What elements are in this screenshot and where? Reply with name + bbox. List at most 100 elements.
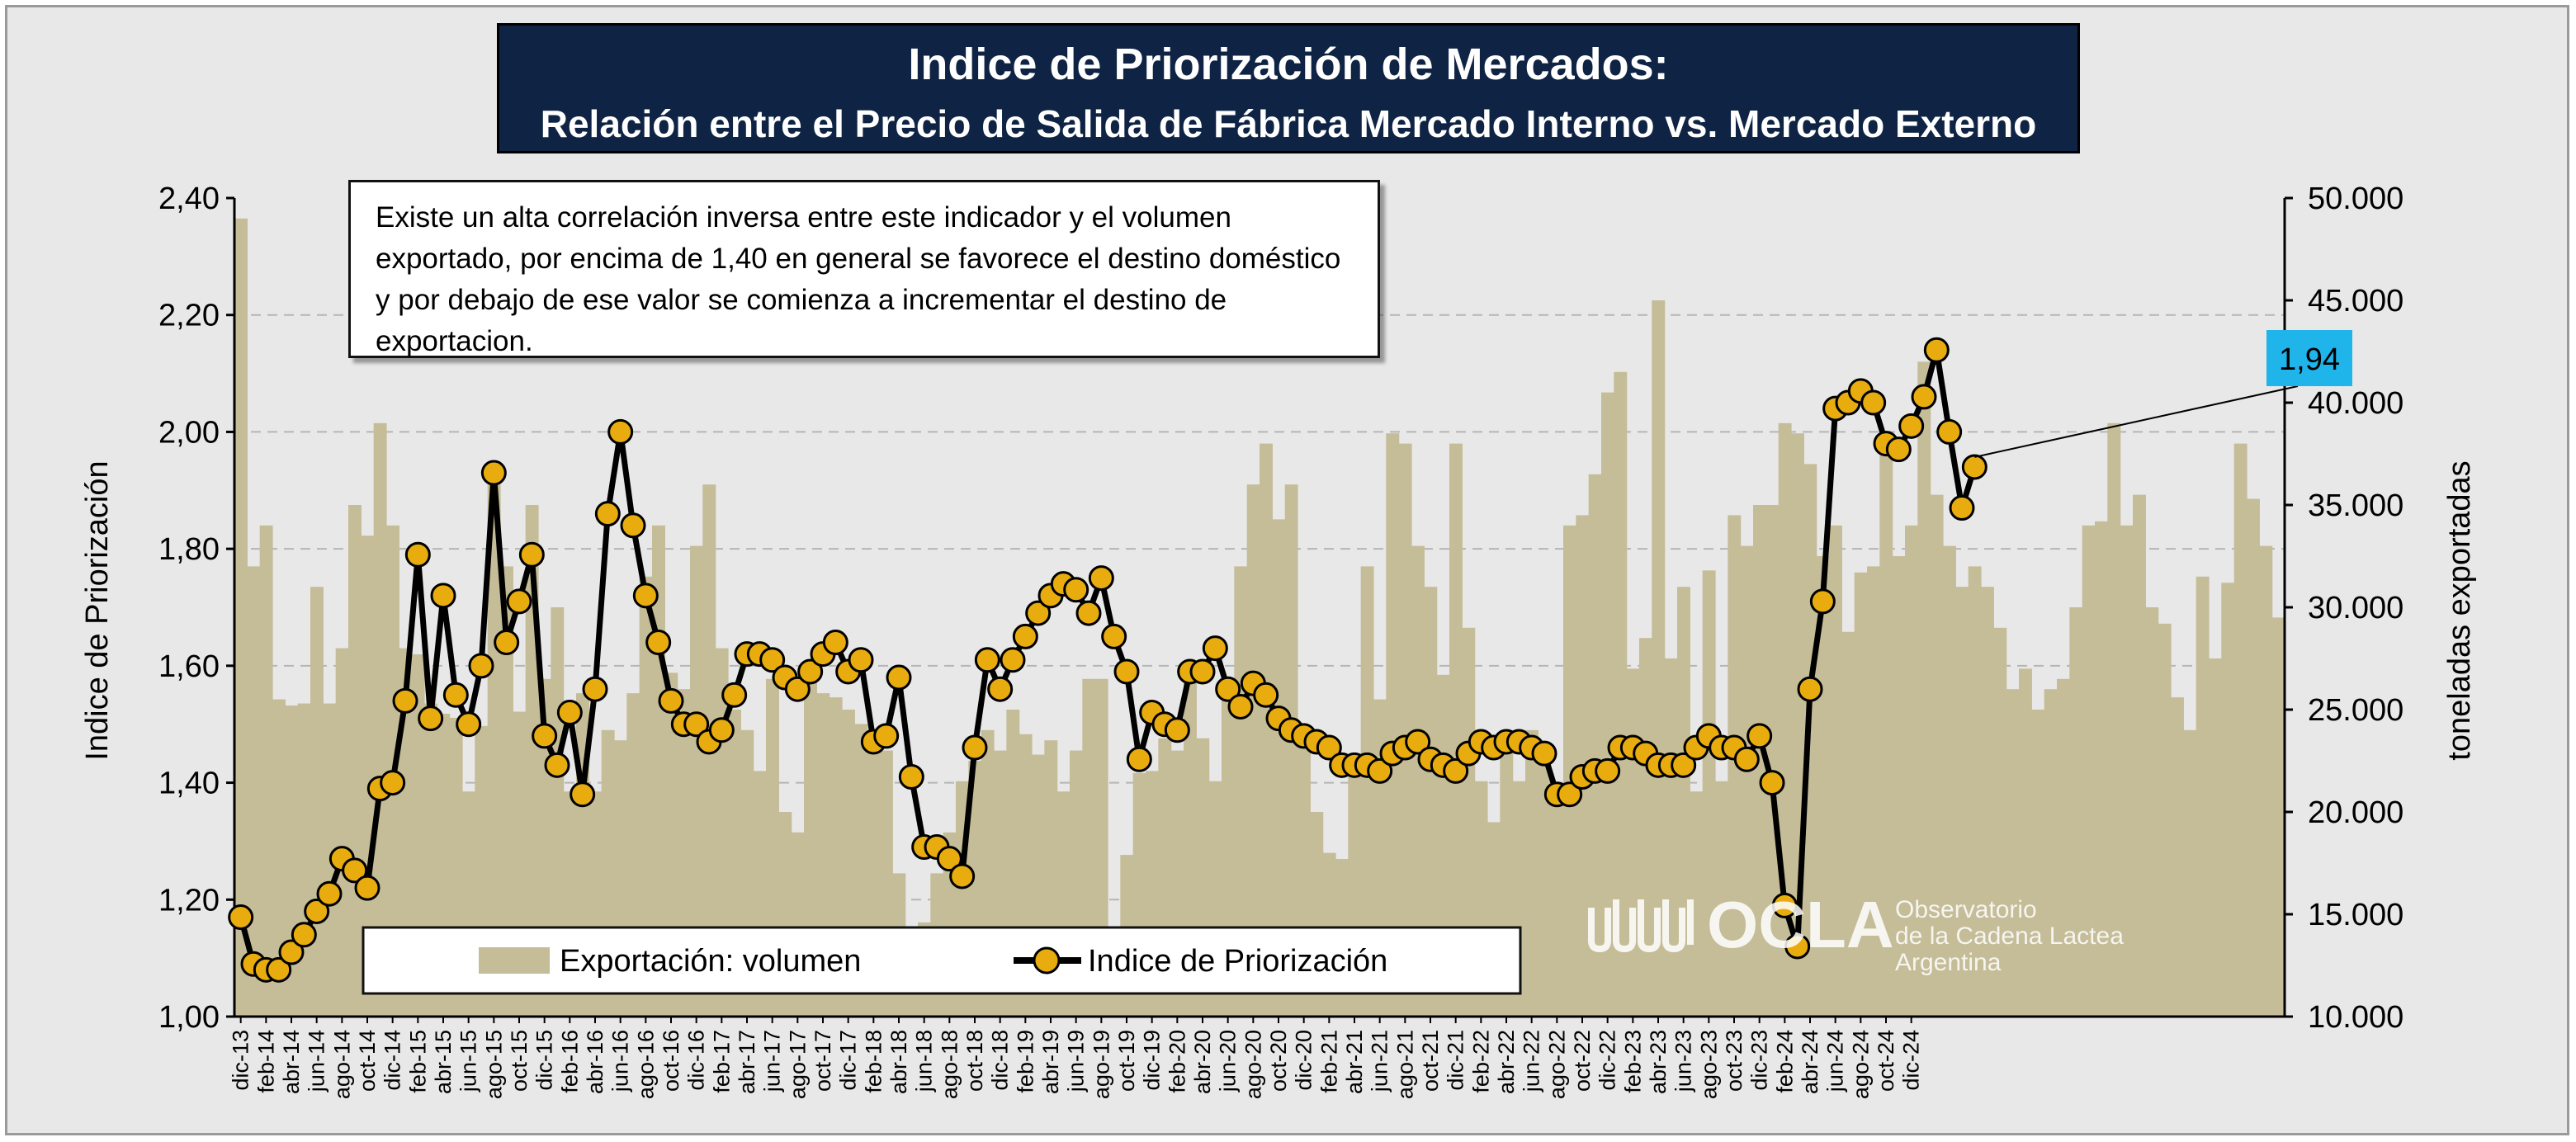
index-point [1126, 746, 1152, 772]
index-point [1557, 781, 1583, 808]
volume-bar [272, 699, 286, 1017]
y2-tick-label: 35.000 [2308, 488, 2403, 523]
x-tick-label: dic-16 [684, 1030, 709, 1091]
volume-bar [1993, 627, 2007, 1017]
volume-bar [1272, 519, 1286, 1017]
legend-label-bars: Exportación: volumen [560, 944, 861, 979]
volume-bar [2259, 545, 2273, 1017]
y2-tick-label: 40.000 [2308, 386, 2403, 421]
x-tick-label: abr-17 [735, 1030, 759, 1094]
y-tick-label: 2,00 [158, 415, 220, 450]
index-point [404, 541, 431, 568]
volume-bar [1664, 658, 1678, 1017]
y-tick-label: 1,40 [158, 767, 220, 801]
index-point [1885, 437, 1912, 463]
volume-bar [1360, 566, 1374, 1017]
x-tick-label: ago-23 [1696, 1030, 1721, 1099]
x-tick-label: jun-15 [456, 1030, 481, 1092]
volume-bar [1550, 791, 1564, 1017]
x-tick-label: jun-21 [1368, 1030, 1392, 1092]
x-tick-label: jun-22 [1520, 1030, 1544, 1092]
priority-index-line [228, 337, 1988, 983]
x-tick-label: dic-18 [988, 1030, 1013, 1091]
x-tick-label: abr-19 [1038, 1030, 1063, 1094]
index-point [1189, 658, 1216, 685]
volume-bar [1449, 443, 1463, 1017]
x-tick-label: ago-18 [937, 1030, 962, 1099]
volume-bar [1955, 587, 1969, 1017]
index-point [784, 676, 811, 702]
index-point [708, 717, 735, 743]
index-point [1202, 635, 1228, 662]
volume-bar [2183, 729, 2197, 1017]
volume-bar [1246, 484, 1260, 1017]
x-tick-label: ago-19 [1089, 1030, 1113, 1099]
volume-bar [2233, 443, 2248, 1017]
volume-bar [259, 525, 273, 1017]
x-tick-label: ago-14 [329, 1030, 354, 1099]
volume-bar [1905, 525, 1918, 1017]
volume-bar [690, 545, 703, 1017]
index-point [1771, 892, 1798, 918]
volume-bar [1614, 371, 1628, 1017]
y-tick-label: 1,00 [158, 1000, 220, 1035]
x-tick-label: abr-22 [1494, 1030, 1519, 1094]
index-point [936, 846, 962, 872]
index-point [1860, 389, 1887, 416]
x-tick-label: ago-24 [1848, 1030, 1873, 1099]
index-point [556, 700, 583, 726]
index-point [506, 588, 532, 615]
x-tick-label: feb-22 [1468, 1030, 1493, 1093]
x-tick-label: ago-17 [785, 1030, 810, 1099]
index-point [532, 723, 558, 749]
volume-bar [234, 218, 248, 1017]
index-point [1215, 676, 1241, 702]
index-point [1531, 740, 1557, 767]
index-point [1936, 418, 1963, 445]
index-point [1164, 717, 1190, 743]
index-point [468, 653, 494, 679]
y-tick-label: 1,20 [158, 883, 220, 918]
index-point [658, 687, 684, 714]
index-point [1227, 693, 1254, 720]
callout-leader [1974, 385, 2299, 458]
volume-bar [2271, 617, 2285, 1017]
y-axis-title: Indice de Priorización [80, 460, 115, 760]
volume-bar [2044, 689, 2058, 1017]
volume-bar [2221, 583, 2235, 1017]
index-point [1063, 577, 1089, 603]
x-tick-label: feb-21 [1316, 1030, 1341, 1093]
volume-bar [1284, 484, 1298, 1017]
watermark-line-1: Observatorio [1895, 896, 2037, 923]
volume-bar [2133, 494, 2146, 1017]
index-point [1253, 682, 1279, 708]
x-tick-label: dic-19 [1140, 1030, 1165, 1091]
index-point [392, 687, 418, 714]
index-point [1733, 746, 1760, 772]
x-tick-label: abr-18 [886, 1030, 911, 1094]
y2-tick-label: 20.000 [2308, 795, 2403, 830]
index-point [797, 658, 824, 685]
x-tick-label: dic-14 [380, 1030, 405, 1091]
y-tick-label: 1,60 [158, 649, 220, 684]
volume-bar [1563, 525, 1576, 1017]
x-tick-label: ago-15 [481, 1030, 506, 1099]
volume-bar [1398, 443, 1412, 1017]
index-point [1746, 723, 1773, 749]
x-tick-label: ago-20 [1241, 1030, 1265, 1099]
volume-bar [1740, 545, 1754, 1017]
index-point [1797, 676, 1823, 702]
x-tick-label: abr-20 [1190, 1030, 1215, 1094]
volume-bar [639, 576, 653, 1017]
y-tick-label: 1,80 [158, 532, 220, 567]
x-tick-label: dic-17 [836, 1030, 861, 1091]
volume-bar [1462, 627, 1476, 1017]
x-tick-label: abr-16 [583, 1030, 607, 1094]
index-point [1316, 734, 1342, 761]
right-axis-ticks: 10.000 15.000 20.000 25.000 30.000 35.000 40.0… [2285, 182, 2403, 1035]
x-tick-label: ago-21 [1392, 1030, 1417, 1099]
x-tick-label: feb-24 [1772, 1030, 1797, 1093]
chart-title-box: Indice de Priorización de Mercados: Rela… [497, 23, 2080, 153]
x-tick-label: abr-24 [1798, 1030, 1822, 1094]
